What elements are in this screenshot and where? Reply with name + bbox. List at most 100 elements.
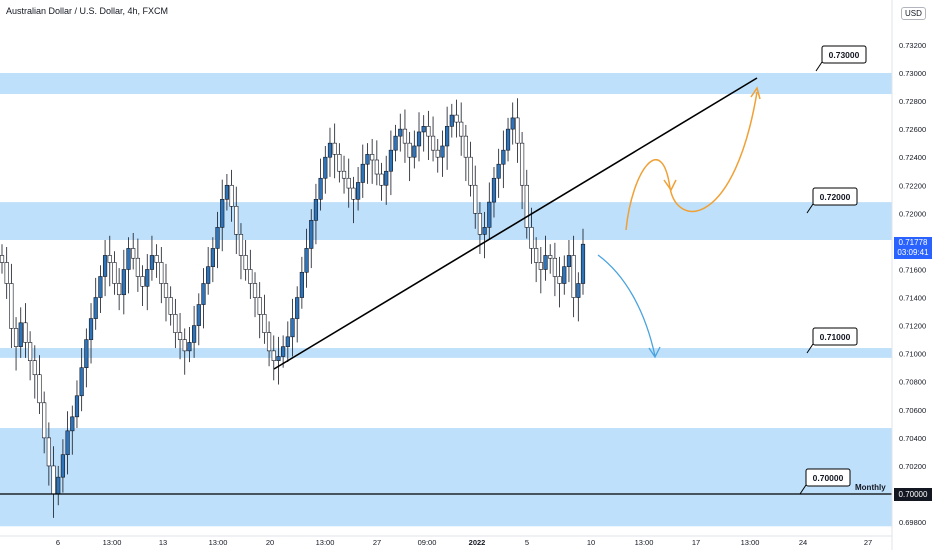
zone-band [0, 202, 892, 240]
x-tick-label: 13:00 [209, 538, 228, 547]
candle-body [421, 126, 426, 133]
level-label: 0.71000 [820, 332, 851, 342]
candle-body [501, 149, 506, 165]
candle-body [463, 135, 468, 158]
candle-body [271, 350, 276, 361]
candle-body [182, 339, 187, 352]
candle-body [543, 255, 548, 270]
bullish-scenario-arrow [625, 91, 758, 231]
candle-body [388, 149, 393, 172]
candle-body [379, 173, 384, 186]
orange-arrowhead-mid [663, 179, 677, 192]
candle-body [468, 156, 473, 186]
candle-body [393, 135, 398, 151]
candle-body [313, 199, 319, 221]
candle-body [206, 266, 211, 284]
x-tick-label: 24 [799, 538, 807, 547]
currency-badge[interactable]: USD [901, 7, 926, 20]
candle-body [210, 248, 215, 267]
candle-body [192, 325, 197, 343]
candle-body [266, 332, 272, 352]
candle-body [384, 170, 389, 186]
candle-body [220, 199, 225, 228]
candle-body [454, 114, 459, 123]
zone-band [0, 348, 892, 358]
y-tick-label: 0.69800 [899, 518, 926, 527]
y-tick-label: 0.73200 [899, 41, 926, 50]
candle-body [140, 276, 145, 287]
candle-body [32, 360, 37, 376]
y-tick-label: 0.71600 [899, 265, 926, 274]
candle-body [112, 262, 117, 284]
candle-body [341, 170, 347, 179]
monthly-price-tag: 0.70000 [894, 488, 932, 501]
candle-body [149, 255, 155, 270]
candle-body [534, 248, 539, 263]
x-tick-label: 5 [525, 538, 529, 547]
callout-pointer [815, 61, 823, 72]
candle-body [491, 177, 497, 203]
candle-body [566, 255, 572, 267]
candle-body [224, 184, 230, 200]
candle-body [159, 262, 164, 284]
candle-body [548, 255, 553, 259]
candle-body [295, 297, 300, 319]
candle-body [135, 257, 140, 277]
candle-body [351, 187, 356, 200]
candle-body [215, 227, 220, 249]
candle-body [117, 283, 122, 296]
x-tick-label: 6 [56, 538, 60, 547]
candle-body [449, 114, 454, 127]
candle-body [37, 374, 42, 404]
y-tick-label: 0.72400 [899, 153, 926, 162]
candle-body [238, 234, 244, 256]
candle-body [487, 201, 492, 228]
candle-body [435, 149, 440, 158]
y-tick-label: 0.71200 [899, 322, 926, 331]
candle-body [562, 266, 567, 284]
candle-body [93, 297, 98, 319]
candle-body [552, 257, 557, 277]
price-axis: 0.73200 0.73000 0.72800 0.72600 0.72400 0.722… [891, 0, 932, 550]
candle-body [524, 184, 529, 228]
candle-body [9, 283, 14, 329]
candle-body [276, 356, 281, 361]
candle-body [51, 465, 56, 495]
x-tick-label: 27 [373, 538, 381, 547]
candle-body [327, 142, 333, 158]
candle-body [337, 154, 342, 172]
candle-body [519, 142, 525, 186]
candle-body [318, 177, 323, 200]
candle-body [257, 297, 262, 315]
candle-body [18, 322, 23, 347]
candle-body [56, 476, 61, 495]
candle-body [496, 163, 501, 179]
candle-body [79, 367, 84, 397]
candle-body [482, 227, 487, 235]
y-tick-label: 0.70400 [899, 434, 926, 443]
x-tick-label: 17 [692, 538, 700, 547]
x-tick-label: 13:00 [103, 538, 122, 547]
candle-body [243, 255, 248, 270]
y-tick-label: 0.70600 [899, 406, 926, 415]
callout-box [805, 468, 851, 487]
blue-arrowhead [648, 346, 661, 359]
candle-body [426, 126, 431, 137]
candle-body [84, 339, 89, 368]
callout-pointer [806, 343, 814, 354]
callout-box [812, 187, 858, 206]
candle-body [201, 283, 206, 305]
candle-body [173, 314, 178, 333]
x-tick-label: 2022 [469, 538, 486, 547]
level-label: 0.70000 [813, 473, 844, 483]
candle-body [281, 346, 286, 357]
candle-body [177, 332, 183, 340]
candle-body [459, 121, 464, 137]
candle-body [102, 255, 108, 277]
candle-body [187, 342, 192, 352]
candle-body [412, 145, 417, 158]
y-tick-label: 0.70200 [899, 462, 926, 471]
last-price-tag: 0.71778 03:09:41 [894, 237, 932, 259]
candle-body [477, 213, 483, 235]
